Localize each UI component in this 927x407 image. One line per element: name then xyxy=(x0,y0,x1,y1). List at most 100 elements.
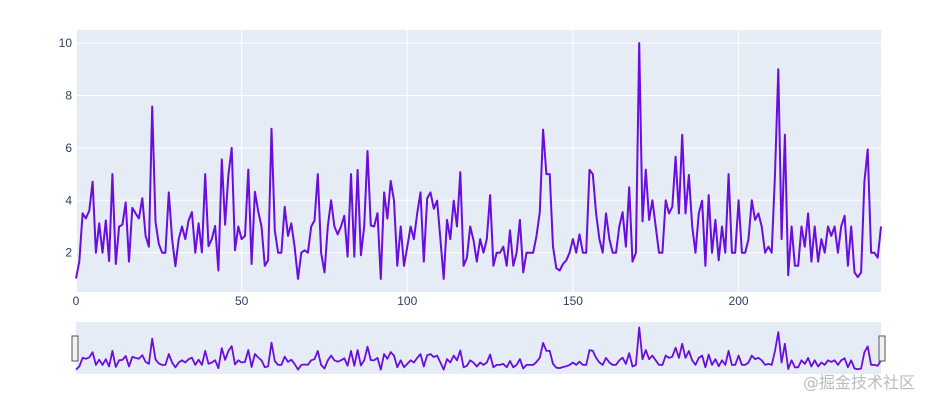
data-point xyxy=(704,265,706,267)
data-point xyxy=(824,252,826,254)
data-point xyxy=(797,265,799,267)
data-point xyxy=(665,199,667,201)
data-point xyxy=(860,271,862,273)
data-point xyxy=(350,173,352,175)
range-slider-left-handle[interactable] xyxy=(71,335,79,362)
data-point xyxy=(317,173,319,175)
data-point xyxy=(837,252,839,254)
data-point xyxy=(82,212,84,214)
data-point xyxy=(111,173,113,175)
data-point xyxy=(340,226,342,228)
data-point xyxy=(870,252,872,254)
data-point xyxy=(181,226,183,228)
data-point xyxy=(171,238,173,240)
data-point xyxy=(741,252,743,254)
data-point xyxy=(75,278,77,280)
data-point xyxy=(277,252,279,254)
data-point xyxy=(585,252,587,254)
data-point xyxy=(592,173,594,175)
data-point xyxy=(237,226,239,228)
y-tick-label: 4 xyxy=(65,193,72,207)
data-point xyxy=(499,252,501,254)
data-point xyxy=(744,252,746,254)
data-point xyxy=(675,156,677,158)
data-point xyxy=(483,252,485,254)
data-point xyxy=(198,222,200,224)
data-point xyxy=(214,225,216,227)
data-point xyxy=(757,212,759,214)
range-slider-background xyxy=(76,322,881,374)
y-tick-label: 6 xyxy=(65,141,72,155)
data-point xyxy=(430,191,432,193)
data-point xyxy=(105,220,107,222)
data-point xyxy=(403,265,405,267)
data-point xyxy=(589,169,591,171)
data-point xyxy=(320,252,322,254)
data-point xyxy=(241,238,243,240)
data-point xyxy=(857,276,859,278)
data-point xyxy=(420,191,422,193)
data-point xyxy=(254,191,256,193)
data-point xyxy=(151,106,153,108)
data-point xyxy=(536,235,538,237)
data-point xyxy=(807,212,809,214)
data-point xyxy=(545,173,547,175)
data-point xyxy=(827,226,829,228)
watermark: @掘金技术社区 xyxy=(802,373,915,392)
data-point xyxy=(814,226,816,228)
range-slider-line xyxy=(75,326,882,371)
y-tick-label: 10 xyxy=(59,36,73,50)
gridlines xyxy=(75,30,881,292)
data-point xyxy=(622,211,624,213)
data-point xyxy=(92,181,94,183)
range-slider[interactable] xyxy=(71,322,886,374)
data-point xyxy=(118,226,120,228)
data-point xyxy=(337,233,339,235)
data-point xyxy=(516,252,518,254)
x-tick-label: 150 xyxy=(563,294,583,308)
data-point xyxy=(718,259,720,261)
data-point xyxy=(353,256,355,258)
data-point xyxy=(701,200,703,202)
data-point xyxy=(651,199,653,201)
data-point xyxy=(393,200,395,202)
data-point xyxy=(360,254,362,256)
data-point xyxy=(685,212,687,214)
data-point xyxy=(754,219,756,221)
data-point xyxy=(873,252,875,254)
data-point xyxy=(304,249,306,251)
data-point xyxy=(492,265,494,267)
data-point xyxy=(297,278,299,280)
data-point xyxy=(426,197,428,199)
data-point xyxy=(380,278,382,280)
data-point xyxy=(463,265,465,267)
data-point xyxy=(512,265,514,267)
data-point xyxy=(787,274,789,276)
data-point xyxy=(456,226,458,228)
data-point xyxy=(121,224,123,226)
data-point xyxy=(595,212,597,214)
data-point xyxy=(257,210,259,212)
data-point xyxy=(810,261,812,263)
data-point xyxy=(771,252,773,254)
data-point xyxy=(473,239,475,241)
data-point xyxy=(383,191,385,193)
data-point xyxy=(357,169,359,171)
data-point xyxy=(625,246,627,248)
data-point xyxy=(850,226,852,228)
data-point xyxy=(85,217,87,219)
data-point xyxy=(347,256,349,258)
data-point xyxy=(767,246,769,248)
data-point xyxy=(638,42,640,44)
data-point xyxy=(307,252,309,254)
data-point xyxy=(526,252,528,254)
data-point xyxy=(244,235,246,237)
data-point xyxy=(562,263,564,265)
data-point xyxy=(138,217,140,219)
range-slider-right-handle[interactable] xyxy=(878,335,886,362)
y-tick-label: 2 xyxy=(65,246,72,260)
data-point xyxy=(628,186,630,188)
data-point xyxy=(128,261,130,263)
data-point xyxy=(377,212,379,214)
